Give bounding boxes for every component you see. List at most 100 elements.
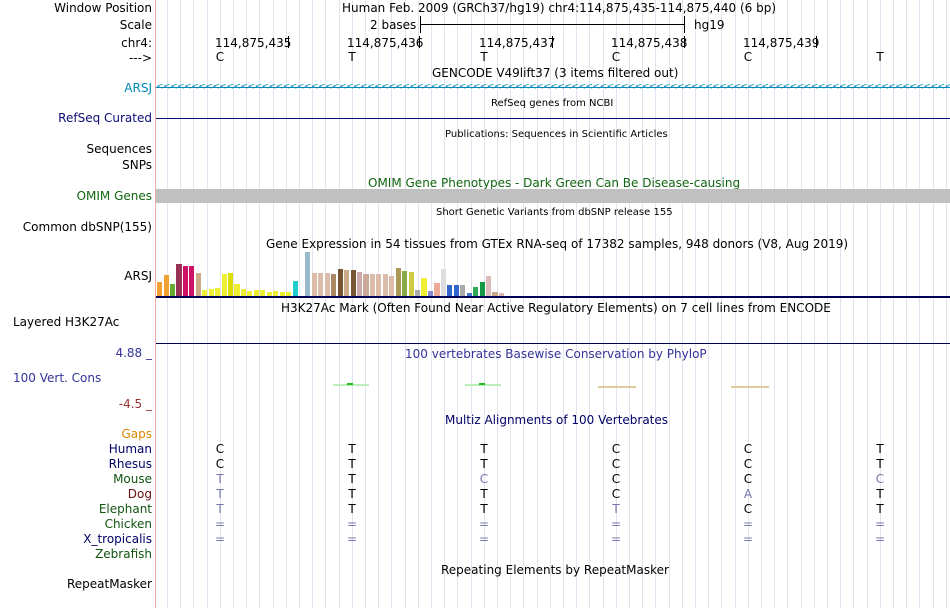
ruler-position-label: 114,875,438 (611, 36, 688, 50)
scale-label: Scale (119, 18, 152, 32)
gtex-tissue-bar[interactable] (215, 288, 221, 296)
gtex-tissue-bar[interactable] (466, 293, 472, 296)
gtex-tissue-bar[interactable] (298, 294, 305, 296)
species-label[interactable]: Human (108, 442, 152, 456)
gtex-tissue-bar[interactable] (350, 270, 356, 296)
gtex-tissue-bar[interactable] (357, 272, 363, 296)
omim-track-label[interactable]: OMIM Genes (76, 189, 152, 203)
window-position-label: Window Position (54, 1, 152, 15)
alignment-base: = (874, 532, 886, 546)
species-label[interactable]: Chicken (104, 517, 152, 531)
h3k27ac-signal-line (156, 343, 950, 344)
gtex-tissue-bar[interactable] (318, 273, 324, 296)
track-area[interactable] (156, 0, 950, 608)
gtex-tissue-bar[interactable] (382, 274, 388, 296)
gtex-tissue-bar[interactable] (331, 274, 337, 296)
ruler-position-label: 114,875,436 (347, 36, 424, 50)
grid-line (483, 0, 485, 608)
repeatmasker-track-title: Repeating Elements by RepeatMasker (441, 563, 669, 577)
gtex-tissue-bar[interactable] (305, 252, 311, 296)
gtex-tissue-bar[interactable] (228, 273, 234, 296)
gtex-tissue-bar[interactable] (253, 290, 259, 296)
species-label[interactable]: Zebrafish (95, 547, 152, 561)
species-label[interactable]: Rhesus (108, 457, 152, 471)
gtex-tissue-bar[interactable] (240, 289, 247, 296)
grid-line (919, 0, 921, 608)
gtex-tissue-bar[interactable] (234, 284, 240, 296)
grid-line (787, 0, 789, 608)
gtex-tissue-bar[interactable] (460, 285, 466, 296)
gtex-tissue-bar[interactable] (376, 274, 382, 296)
gtex-tissue-bar[interactable] (447, 285, 453, 296)
grid-line (747, 0, 749, 608)
grid-line (431, 0, 432, 608)
gtex-tissue-bar[interactable] (337, 269, 343, 296)
gtex-tissue-bar[interactable] (260, 290, 266, 296)
gtex-tissue-bar[interactable] (485, 276, 492, 296)
gtex-tissue-bar[interactable] (479, 282, 485, 296)
strand-label: ---> (128, 51, 152, 65)
species-label[interactable]: Elephant (98, 502, 152, 516)
gtex-tissue-bar[interactable] (434, 283, 440, 296)
h3k27ac-track-label[interactable]: Layered H3K27Ac (13, 315, 120, 329)
gtex-tissue-bar[interactable] (208, 289, 214, 296)
refseq-gene-line[interactable] (156, 118, 950, 119)
grid-line (668, 0, 670, 608)
gtex-tissue-bar[interactable] (266, 292, 272, 296)
dbsnp-track-label[interactable]: Common dbSNP(155) (22, 220, 152, 234)
gtex-tissue-bar[interactable] (453, 285, 459, 296)
gtex-tissue-bar[interactable] (324, 273, 330, 296)
species-label[interactable]: Mouse (113, 472, 152, 486)
gtex-tissue-bar[interactable] (389, 276, 395, 296)
gtex-tissue-bar[interactable] (344, 270, 350, 296)
phylop-track-label[interactable]: 100 Vert. Cons (13, 371, 102, 385)
gtex-tissue-bar[interactable] (402, 271, 408, 296)
gtex-tissue-bar[interactable] (363, 274, 369, 296)
repeatmasker-track-label[interactable]: RepeatMasker (66, 577, 152, 591)
gtex-tissue-bar[interactable] (182, 266, 188, 296)
omim-gene-bar[interactable] (156, 189, 950, 203)
gtex-tissue-bar[interactable] (273, 291, 279, 296)
gtex-tissue-bar[interactable] (157, 282, 163, 296)
gtex-tissue-bar[interactable] (286, 292, 292, 296)
gtex-track-label[interactable]: ARSJ (124, 269, 152, 283)
gtex-tissue-bar[interactable] (311, 273, 317, 296)
grid-line (497, 0, 498, 608)
gtex-tissue-bar[interactable] (408, 272, 414, 296)
grid-line (246, 0, 248, 608)
gtex-tissue-bar[interactable] (247, 291, 253, 296)
gtex-tissue-bar[interactable] (473, 287, 479, 296)
gtex-tissue-bar[interactable] (292, 281, 298, 296)
alignment-base: T (480, 442, 488, 456)
grid-line (734, 0, 736, 608)
gtex-tissue-bar[interactable] (176, 264, 182, 296)
alignment-base: T (876, 442, 884, 456)
gtex-tissue-bar[interactable] (189, 266, 195, 296)
gtex-tissue-bar[interactable] (440, 269, 446, 296)
gencode-gene-arsj[interactable]: <<<<<<<<<<<<<<<<<<<<<<<<<<<<<<<<<<<<<<<<… (156, 80, 950, 95)
gtex-tissue-bar[interactable] (202, 290, 208, 296)
alignment-base: T (216, 487, 224, 501)
gtex-tissue-bar[interactable] (427, 291, 434, 296)
gtex-tissue-bar[interactable] (169, 284, 176, 296)
gtex-tissue-bar[interactable] (492, 292, 498, 296)
gtex-tissue-bar[interactable] (221, 274, 227, 296)
pubs-snps-label[interactable]: SNPs (122, 158, 152, 172)
gtex-tissue-bar[interactable] (421, 278, 427, 296)
gtex-tissue-bar[interactable] (369, 274, 375, 296)
pubs-sequences-label[interactable]: Sequences (86, 142, 152, 156)
gtex-tissue-bar[interactable] (279, 292, 285, 296)
alignment-base: T (480, 487, 488, 501)
gtex-tissue-bar[interactable] (498, 293, 505, 296)
gtex-tissue-bar[interactable] (163, 275, 169, 296)
species-label[interactable]: X_tropicalis (83, 532, 152, 546)
gtex-tissue-bar[interactable] (415, 290, 421, 296)
species-label[interactable]: Dog (127, 487, 152, 501)
gtex-tissue-bar[interactable] (195, 273, 201, 296)
alignment-base: = (346, 517, 358, 531)
refseq-track-label[interactable]: RefSeq Curated (58, 111, 152, 125)
gencode-track-label[interactable]: ARSJ (124, 81, 152, 95)
gtex-tissue-bar[interactable] (395, 268, 401, 296)
gtex-bar-chart[interactable] (156, 250, 556, 296)
